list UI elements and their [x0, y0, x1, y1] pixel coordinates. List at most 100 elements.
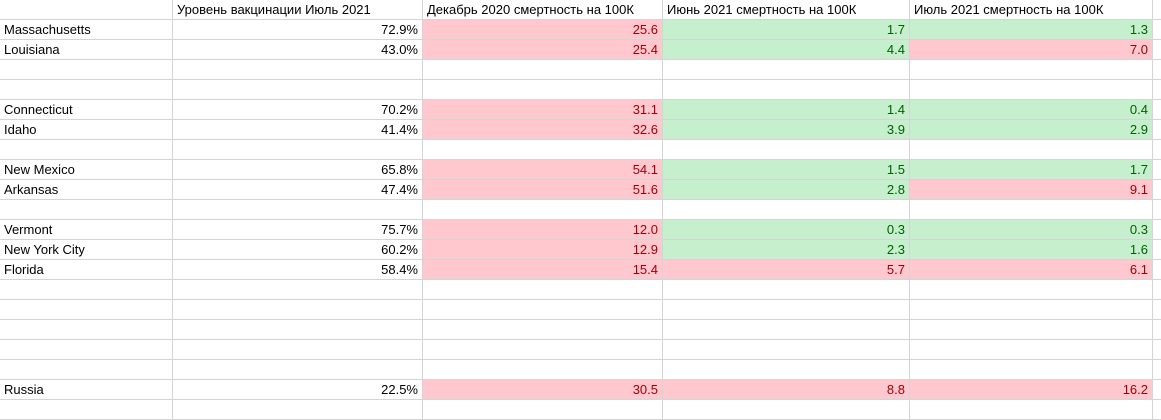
vaccination-rate-cell[interactable]: 41.4%: [173, 120, 423, 140]
jul2021-mortality-cell[interactable]: [910, 320, 1153, 340]
edge-cell[interactable]: [1153, 260, 1161, 280]
edge-cell[interactable]: [1153, 20, 1161, 40]
edge-cell[interactable]: [1153, 300, 1161, 320]
edge-cell[interactable]: [1153, 360, 1161, 380]
jul2021-mortality-cell[interactable]: [910, 140, 1153, 160]
header-cell-jul2021[interactable]: Июль 2021 смертность на 100К: [910, 0, 1153, 20]
jul2021-mortality-cell[interactable]: 6.1: [910, 260, 1153, 280]
header-cell-dec2020[interactable]: Декабрь 2020 смертность на 100К: [423, 0, 663, 20]
edge-cell[interactable]: [1153, 240, 1161, 260]
dec2020-mortality-cell[interactable]: 54.1: [423, 160, 663, 180]
vaccination-rate-cell[interactable]: 70.2%: [173, 100, 423, 120]
dec2020-mortality-cell[interactable]: [423, 340, 663, 360]
jun2021-mortality-cell[interactable]: 3.9: [663, 120, 910, 140]
vaccination-rate-cell[interactable]: 58.4%: [173, 260, 423, 280]
edge-cell[interactable]: [1153, 100, 1161, 120]
dec2020-mortality-cell[interactable]: 31.1: [423, 100, 663, 120]
vaccination-rate-cell[interactable]: 47.4%: [173, 180, 423, 200]
jul2021-mortality-cell[interactable]: [910, 360, 1153, 380]
dec2020-mortality-cell[interactable]: 51.6: [423, 180, 663, 200]
edge-cell[interactable]: [1153, 80, 1161, 100]
edge-cell[interactable]: [1153, 0, 1161, 20]
state-name-cell[interactable]: [0, 340, 173, 360]
edge-cell[interactable]: [1153, 340, 1161, 360]
jul2021-mortality-cell[interactable]: [910, 400, 1153, 420]
dec2020-mortality-cell[interactable]: 15.4: [423, 260, 663, 280]
dec2020-mortality-cell[interactable]: [423, 360, 663, 380]
jul2021-mortality-cell[interactable]: [910, 60, 1153, 80]
vaccination-rate-cell[interactable]: [173, 340, 423, 360]
edge-cell[interactable]: [1153, 220, 1161, 240]
edge-cell[interactable]: [1153, 40, 1161, 60]
jul2021-mortality-cell[interactable]: 9.1: [910, 180, 1153, 200]
state-name-cell[interactable]: [0, 140, 173, 160]
state-name-cell[interactable]: Idaho: [0, 120, 173, 140]
edge-cell[interactable]: [1153, 280, 1161, 300]
vaccination-rate-cell[interactable]: [173, 140, 423, 160]
dec2020-mortality-cell[interactable]: [423, 300, 663, 320]
state-name-cell[interactable]: [0, 80, 173, 100]
dec2020-mortality-cell[interactable]: 25.6: [423, 20, 663, 40]
vaccination-rate-cell[interactable]: 60.2%: [173, 240, 423, 260]
jun2021-mortality-cell[interactable]: [663, 200, 910, 220]
dec2020-mortality-cell[interactable]: [423, 80, 663, 100]
header-cell-jun2021[interactable]: Июнь 2021 смертность на 100К: [663, 0, 910, 20]
dec2020-mortality-cell[interactable]: 25.4: [423, 40, 663, 60]
jun2021-mortality-cell[interactable]: 0.3: [663, 220, 910, 240]
jun2021-mortality-cell[interactable]: 4.4: [663, 40, 910, 60]
dec2020-mortality-cell[interactable]: [423, 200, 663, 220]
state-name-cell[interactable]: [0, 320, 173, 340]
state-name-cell[interactable]: [0, 280, 173, 300]
jul2021-mortality-cell[interactable]: [910, 340, 1153, 360]
jul2021-mortality-cell[interactable]: 1.7: [910, 160, 1153, 180]
edge-cell[interactable]: [1153, 140, 1161, 160]
edge-cell[interactable]: [1153, 180, 1161, 200]
vaccination-rate-cell[interactable]: [173, 200, 423, 220]
jul2021-mortality-cell[interactable]: 1.6: [910, 240, 1153, 260]
dec2020-mortality-cell[interactable]: 32.6: [423, 120, 663, 140]
state-name-cell[interactable]: New York City: [0, 240, 173, 260]
vaccination-rate-cell[interactable]: [173, 280, 423, 300]
vaccination-rate-cell[interactable]: 72.9%: [173, 20, 423, 40]
vaccination-rate-cell[interactable]: [173, 400, 423, 420]
dec2020-mortality-cell[interactable]: [423, 400, 663, 420]
edge-cell[interactable]: [1153, 160, 1161, 180]
state-name-cell[interactable]: [0, 300, 173, 320]
state-name-cell[interactable]: Vermont: [0, 220, 173, 240]
jun2021-mortality-cell[interactable]: [663, 140, 910, 160]
jul2021-mortality-cell[interactable]: [910, 300, 1153, 320]
edge-cell[interactable]: [1153, 120, 1161, 140]
jul2021-mortality-cell[interactable]: 16.2: [910, 380, 1153, 400]
dec2020-mortality-cell[interactable]: [423, 60, 663, 80]
jul2021-mortality-cell[interactable]: 0.3: [910, 220, 1153, 240]
edge-cell[interactable]: [1153, 320, 1161, 340]
state-name-cell[interactable]: Connecticut: [0, 100, 173, 120]
jun2021-mortality-cell[interactable]: [663, 360, 910, 380]
jun2021-mortality-cell[interactable]: 2.8: [663, 180, 910, 200]
edge-cell[interactable]: [1153, 60, 1161, 80]
edge-cell[interactable]: [1153, 400, 1161, 420]
jun2021-mortality-cell[interactable]: [663, 80, 910, 100]
jun2021-mortality-cell[interactable]: [663, 300, 910, 320]
state-name-cell[interactable]: New Mexico: [0, 160, 173, 180]
jun2021-mortality-cell[interactable]: 1.5: [663, 160, 910, 180]
dec2020-mortality-cell[interactable]: [423, 320, 663, 340]
state-name-cell[interactable]: Massachusetts: [0, 20, 173, 40]
jul2021-mortality-cell[interactable]: 1.3: [910, 20, 1153, 40]
vaccination-rate-cell[interactable]: 22.5%: [173, 380, 423, 400]
jul2021-mortality-cell[interactable]: 7.0: [910, 40, 1153, 60]
jun2021-mortality-cell[interactable]: [663, 340, 910, 360]
header-cell-vaccination[interactable]: Уровень вакцинации Июль 2021: [173, 0, 423, 20]
state-name-cell[interactable]: [0, 200, 173, 220]
jul2021-mortality-cell[interactable]: [910, 80, 1153, 100]
dec2020-mortality-cell[interactable]: 12.9: [423, 240, 663, 260]
vaccination-rate-cell[interactable]: 65.8%: [173, 160, 423, 180]
vaccination-rate-cell[interactable]: [173, 360, 423, 380]
vaccination-rate-cell[interactable]: 75.7%: [173, 220, 423, 240]
dec2020-mortality-cell[interactable]: [423, 280, 663, 300]
jun2021-mortality-cell[interactable]: [663, 320, 910, 340]
vaccination-rate-cell[interactable]: [173, 80, 423, 100]
jun2021-mortality-cell[interactable]: 8.8: [663, 380, 910, 400]
edge-cell[interactable]: [1153, 200, 1161, 220]
jun2021-mortality-cell[interactable]: [663, 60, 910, 80]
